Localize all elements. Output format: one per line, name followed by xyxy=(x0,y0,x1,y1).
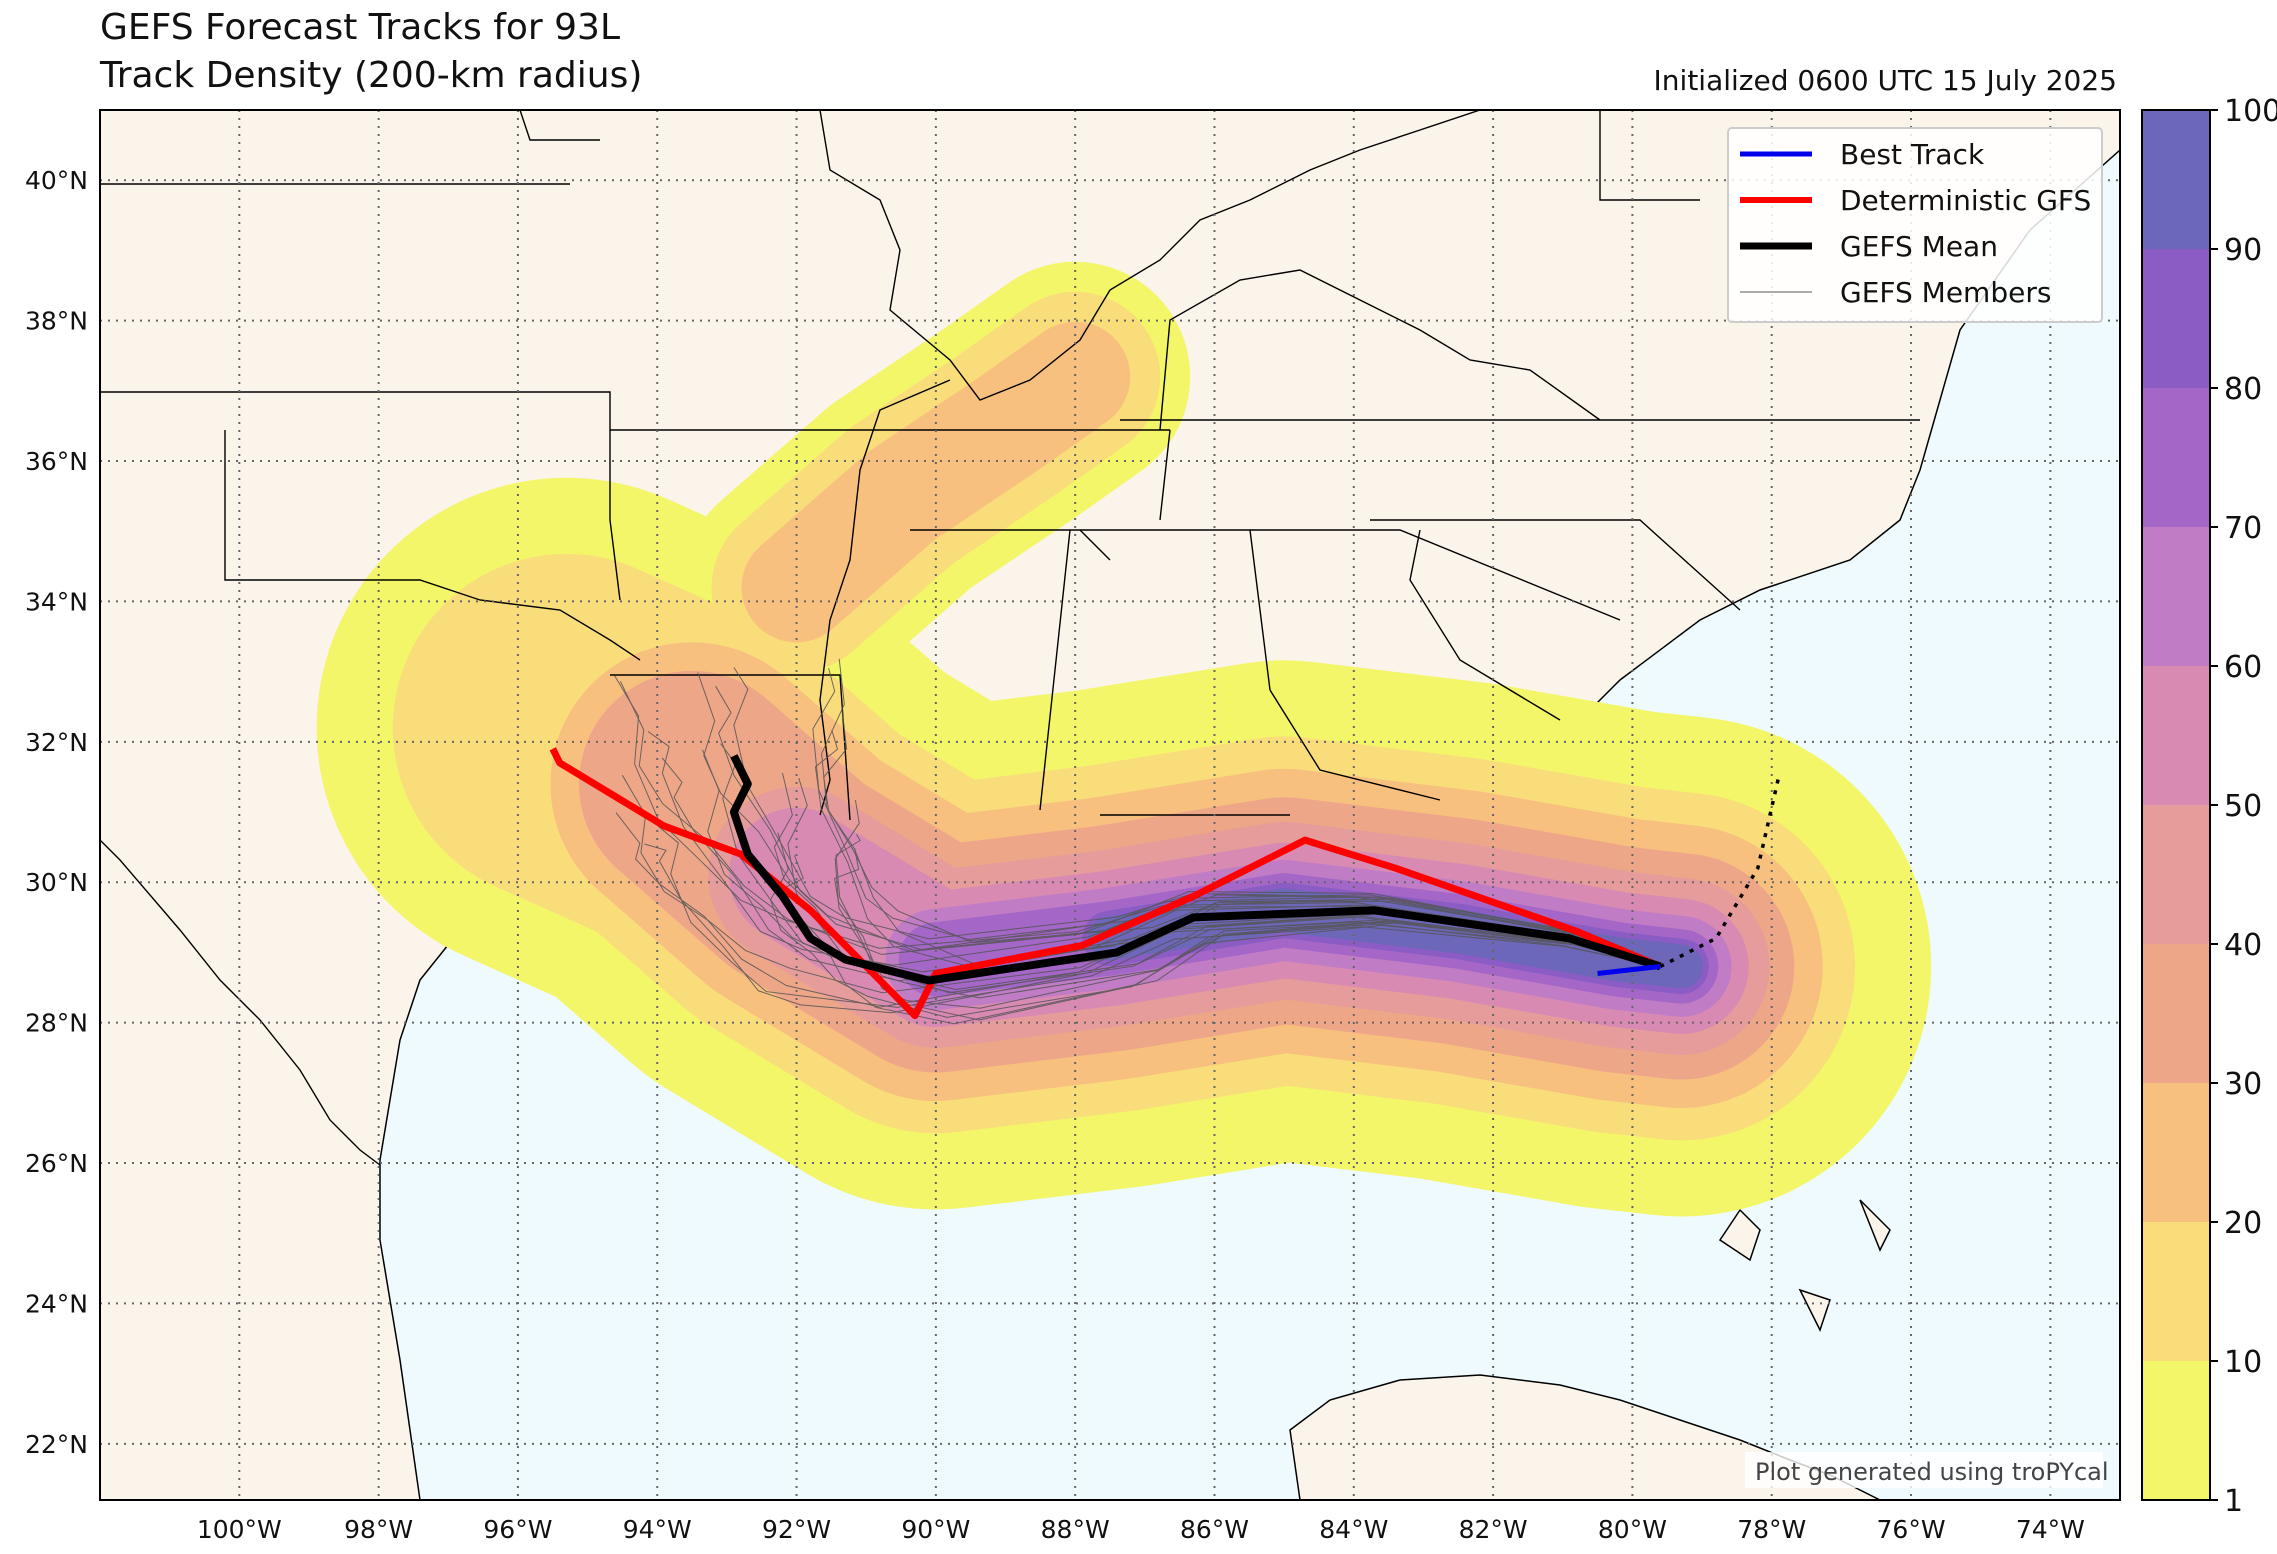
colorbar-label: 60 xyxy=(2224,650,2262,685)
colorbar-label: 80 xyxy=(2224,372,2262,407)
colorbar-segment xyxy=(2142,110,2210,249)
colorbar-label: 1 xyxy=(2224,1484,2243,1519)
latitude-label: 30°N xyxy=(25,868,88,897)
deterministic-gfs-track xyxy=(549,747,1662,1020)
colorbar-segment xyxy=(2142,249,2210,388)
latitude-label: 36°N xyxy=(25,447,88,476)
longitude-label: 100°W xyxy=(197,1515,282,1544)
gefs-mean-track xyxy=(729,754,1662,985)
credit-box xyxy=(1745,1452,2103,1488)
colorbar-segment xyxy=(2142,1083,2210,1222)
longitude-label: 88°W xyxy=(1041,1515,1110,1544)
land-bahamas-1 xyxy=(1718,1208,1761,1262)
colorbar-label: 50 xyxy=(2224,789,2262,824)
longitude-label: 98°W xyxy=(344,1515,413,1544)
colorbar-label: 70 xyxy=(2224,511,2262,546)
colorbar-label: 40 xyxy=(2224,928,2262,963)
latitude-label: 32°N xyxy=(25,728,88,757)
colorbar-label: 100 xyxy=(2224,94,2277,129)
land-cuba xyxy=(1289,1374,1881,1500)
legend-label: Best Track xyxy=(1840,138,1985,171)
latitude-label: 22°N xyxy=(25,1430,88,1459)
colorbar-segment xyxy=(2142,944,2210,1083)
longitude-label: 74°W xyxy=(2016,1515,2085,1544)
gefs-member-track xyxy=(647,731,1661,967)
colorbar-segment xyxy=(2142,527,2210,666)
gefs-member-track xyxy=(644,843,1661,1014)
best-track-forecast-path xyxy=(1659,776,1781,969)
initialization-time: Initialized 0600 UTC 15 July 2025 xyxy=(1653,64,2117,97)
longitude-label: 82°W xyxy=(1459,1515,1528,1544)
latitude-label: 34°N xyxy=(25,587,88,616)
latitude-label: 28°N xyxy=(25,1009,88,1038)
colorbar-segment xyxy=(2142,666,2210,805)
latitude-labels: 22°N 24°N 26°N 28°N 30°N 32°N 34°N 36°N 38°N 40°N xyxy=(25,166,88,1459)
legend-label: GEFS Members xyxy=(1840,276,2051,309)
chart-title: GEFS Forecast Tracks for 93L xyxy=(100,7,620,48)
best-track xyxy=(1597,963,1661,976)
land-bahamas-2 xyxy=(1798,1288,1831,1332)
latitude-label: 40°N xyxy=(25,166,88,195)
colorbar xyxy=(2141,109,2211,1501)
colorbar-label: 30 xyxy=(2224,1067,2262,1102)
longitude-label: 78°W xyxy=(1737,1515,1806,1544)
land-bahamas-3 xyxy=(1859,1199,1891,1252)
longitude-label: 76°W xyxy=(1877,1515,1946,1544)
legend-label: GEFS Mean xyxy=(1840,230,1998,263)
gefs-member-track xyxy=(621,774,1661,994)
credit-text: Plot generated using troPYcal xyxy=(1755,1458,2109,1486)
gefs-member-track xyxy=(769,832,1661,1018)
longitude-label: 94°W xyxy=(623,1515,692,1544)
legend-box xyxy=(1727,127,2103,323)
gefs-member-track xyxy=(812,668,1661,967)
graticule xyxy=(100,110,2120,1500)
colorbar-labels: 1 10 20 30 40 50 60 70 80 90 100 xyxy=(2210,94,2277,1519)
colorbar-segment xyxy=(2142,1361,2210,1500)
legend: Best Track Deterministic GFS GEFS Mean GEFS… xyxy=(1727,127,2103,323)
latitude-label: 38°N xyxy=(25,307,88,336)
colorbar-label: 90 xyxy=(2224,233,2262,268)
state-boundaries xyxy=(100,110,1920,1166)
longitude-label: 84°W xyxy=(1319,1515,1388,1544)
legend-label: Deterministic GFS xyxy=(1840,184,2091,217)
chart-subtitle: Track Density (200-km radius) xyxy=(100,55,643,96)
colorbar-label: 20 xyxy=(2224,1206,2262,1241)
colorbar-segment xyxy=(2142,388,2210,527)
gefs-member-track xyxy=(715,685,1661,967)
gefs-member-track xyxy=(661,757,1661,982)
longitude-label: 92°W xyxy=(762,1515,831,1544)
longitude-label: 86°W xyxy=(1180,1515,1249,1544)
gefs-member-track xyxy=(657,825,1661,1008)
gefs-member-track xyxy=(615,812,1661,1008)
colorbar-segment xyxy=(2142,1222,2210,1361)
latitude-label: 26°N xyxy=(25,1149,88,1178)
longitude-label: 90°W xyxy=(901,1515,970,1544)
longitude-label: 80°W xyxy=(1598,1515,1667,1544)
map-frame xyxy=(99,109,2121,1501)
longitude-labels: 100°W 98°W 96°W 94°W 92°W 90°W 88°W 86°W 84°W 82°… xyxy=(197,1515,2085,1544)
gefs-member-track xyxy=(614,675,1661,967)
latitude-label: 24°N xyxy=(25,1289,88,1318)
colorbar-label: 10 xyxy=(2224,1345,2262,1380)
colorbar-segment xyxy=(2142,805,2210,944)
gefs-member-track xyxy=(697,672,1661,967)
longitude-label: 96°W xyxy=(483,1515,552,1544)
